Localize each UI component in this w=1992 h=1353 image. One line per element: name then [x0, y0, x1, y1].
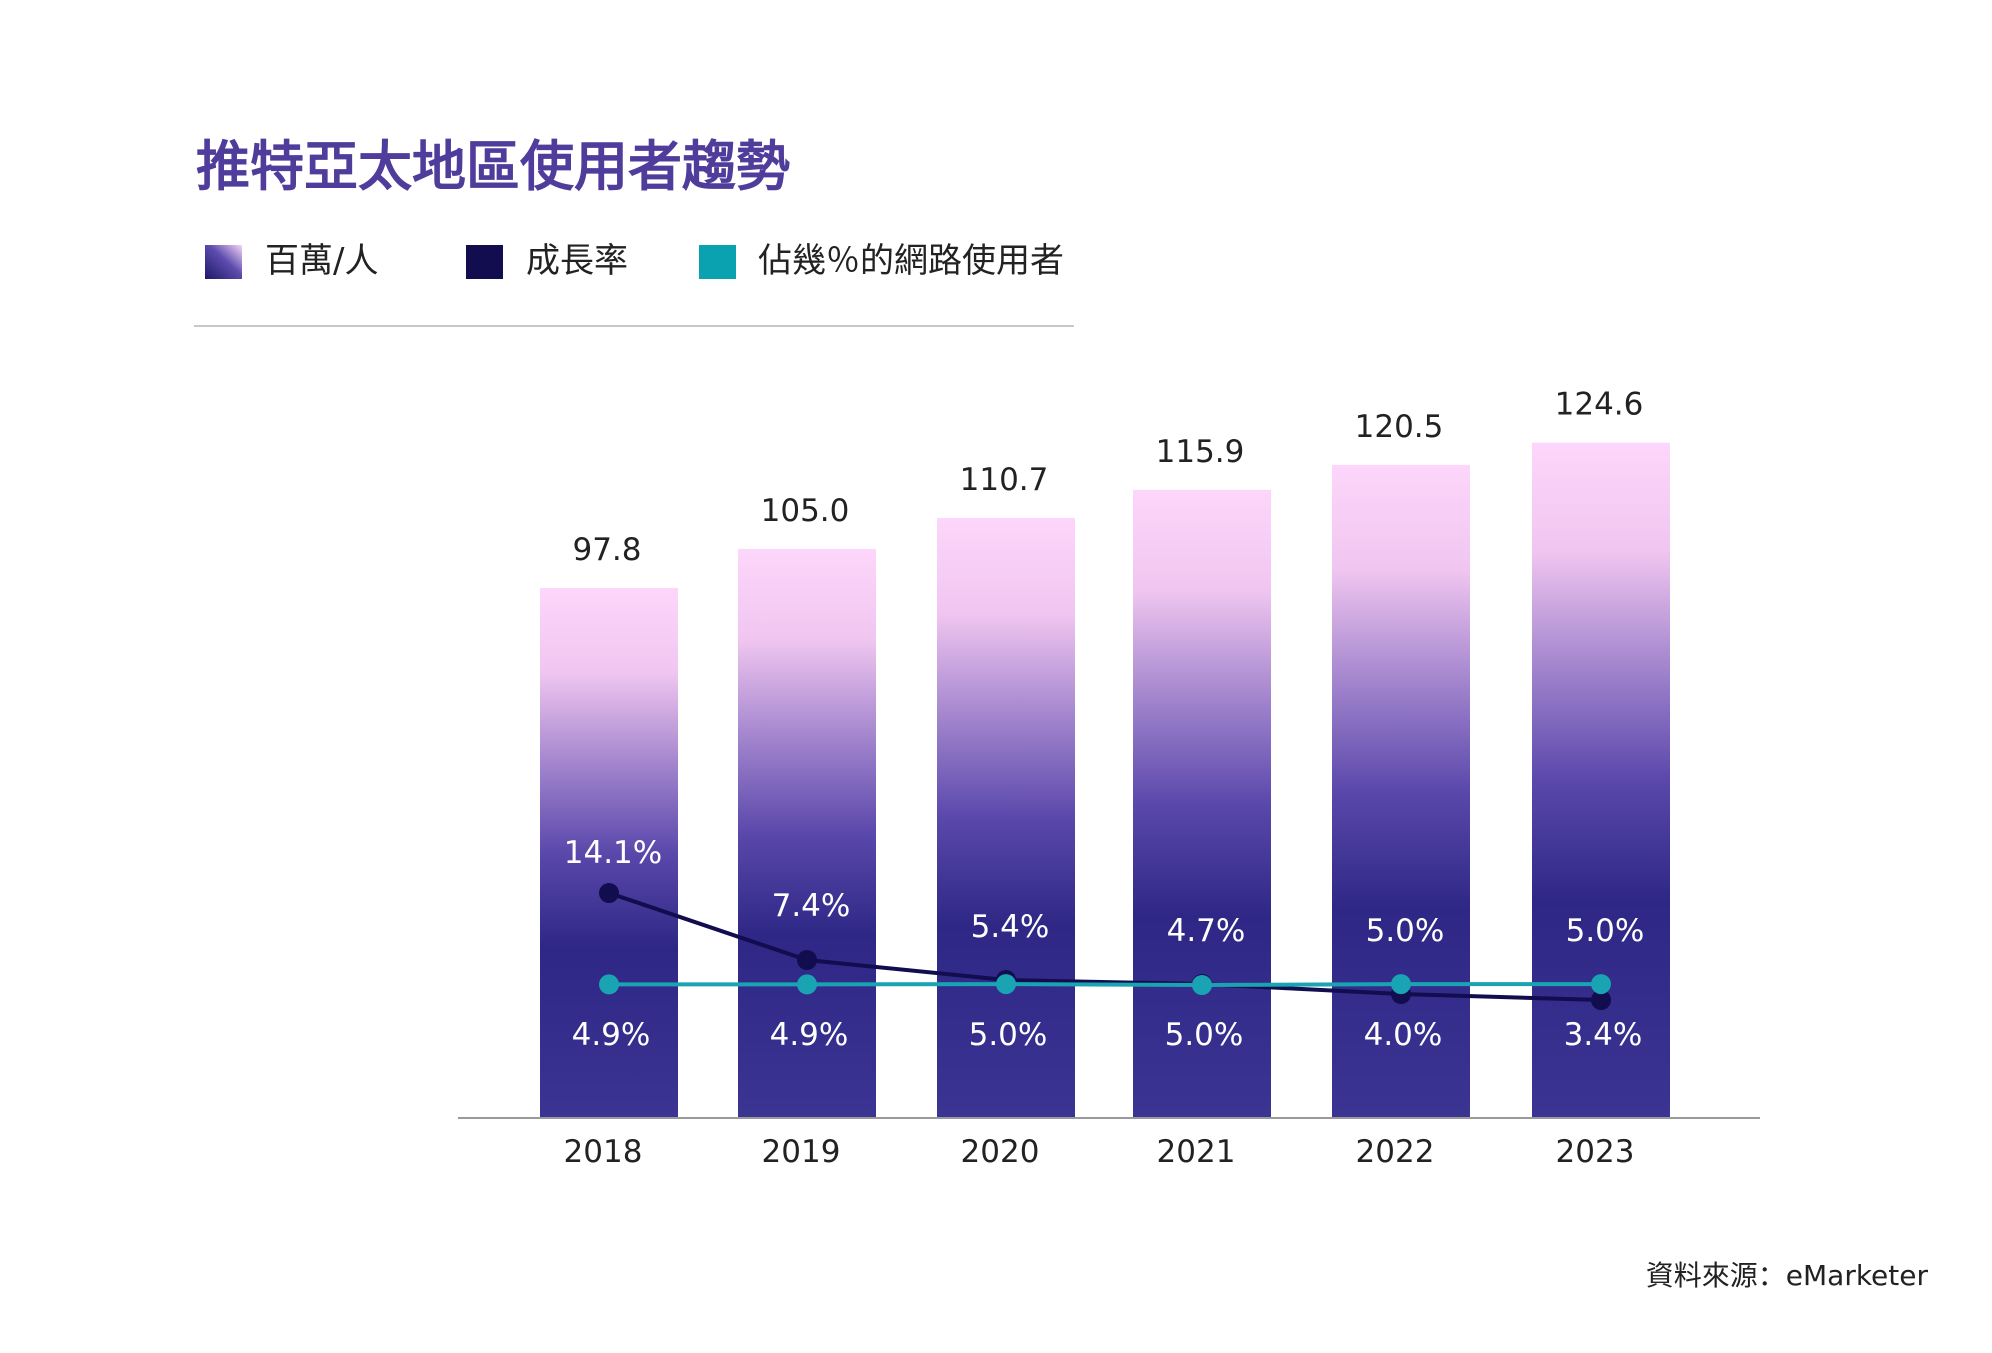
- upper-label-2021: 4.7%: [1167, 913, 1246, 949]
- x-tick-2022: 2022: [1356, 1134, 1435, 1170]
- bar-label-2018: 97.8: [572, 532, 641, 568]
- lower-label-2020: 5.0%: [969, 1017, 1048, 1053]
- share-point-2019: [797, 974, 817, 995]
- legend-swatch-users: [205, 245, 242, 279]
- upper-label-2022: 5.0%: [1366, 913, 1445, 949]
- lower-label-2019: 4.9%: [770, 1017, 849, 1053]
- share-point-2020: [996, 974, 1016, 995]
- bar-2021: [1133, 489, 1271, 1118]
- legend-swatch-growth: [466, 245, 503, 279]
- bar-label-2019: 105.0: [761, 493, 850, 529]
- x-tick-2018: 2018: [564, 1134, 643, 1170]
- growth-line: [608, 891, 1602, 1002]
- share-point-2022: [1391, 974, 1411, 995]
- growth-point-2019: [797, 950, 817, 970]
- share-point-2018: [599, 974, 619, 995]
- bar-2018: [540, 587, 678, 1118]
- x-tick-2023: 2023: [1556, 1134, 1635, 1170]
- legend-swatch-share: [699, 245, 736, 279]
- bar-label-2023: 124.6: [1555, 387, 1644, 423]
- upper-label-2018: 14.1%: [564, 835, 662, 871]
- growth-label-group: 14.1% 7.4% 5.4% 4.7% 5.0% 5.0%: [564, 835, 1645, 949]
- lower-label-2022: 4.0%: [1364, 1017, 1443, 1053]
- bar-2019: [738, 548, 876, 1118]
- x-tick-2019: 2019: [762, 1134, 841, 1170]
- share-point-2021: [1192, 975, 1212, 995]
- chart-title: 推特亞太地區使用者趨勢: [196, 135, 790, 198]
- bar-label-group: 97.8 105.0 110.7 115.9 120.5 124.6: [572, 387, 1643, 568]
- bar-label-2020: 110.7: [960, 462, 1049, 498]
- bar-label-2022: 120.5: [1355, 409, 1444, 445]
- share-label-group: 4.9% 4.9% 5.0% 5.0% 4.0% 3.4%: [572, 1017, 1643, 1053]
- upper-label-2020: 5.4%: [971, 909, 1050, 945]
- x-tick-2021: 2021: [1157, 1134, 1236, 1170]
- legend: 百萬/人 成長率 佔幾％的網路使用者: [205, 241, 1064, 281]
- bar-label-2021: 115.9: [1156, 434, 1245, 470]
- share-line-group: [599, 974, 1611, 995]
- bar-2020: [937, 518, 1075, 1118]
- lower-label-2021: 5.0%: [1165, 1017, 1244, 1053]
- legend-label-users: 百萬/人: [265, 241, 378, 281]
- x-tick-2020: 2020: [961, 1134, 1040, 1170]
- growth-point-2023: [1591, 990, 1611, 1010]
- bar-2022: [1332, 464, 1470, 1118]
- bar-group: [540, 442, 1670, 1119]
- x-tick-group: 2018 2019 2020 2021 2022 2023: [564, 1134, 1635, 1170]
- upper-label-2019: 7.4%: [772, 888, 851, 924]
- legend-label-share: 佔幾％的網路使用者: [758, 241, 1064, 281]
- growth-point-2018: [599, 883, 619, 903]
- upper-label-2023: 5.0%: [1566, 913, 1645, 949]
- lower-label-2023: 3.4%: [1564, 1017, 1643, 1053]
- share-point-2023: [1591, 974, 1611, 995]
- lower-label-2018: 4.9%: [572, 1017, 651, 1053]
- share-line: [609, 982, 1601, 988]
- source-note: 資料來源：eMarketer: [1646, 1259, 1929, 1292]
- legend-label-growth: 成長率: [526, 241, 628, 281]
